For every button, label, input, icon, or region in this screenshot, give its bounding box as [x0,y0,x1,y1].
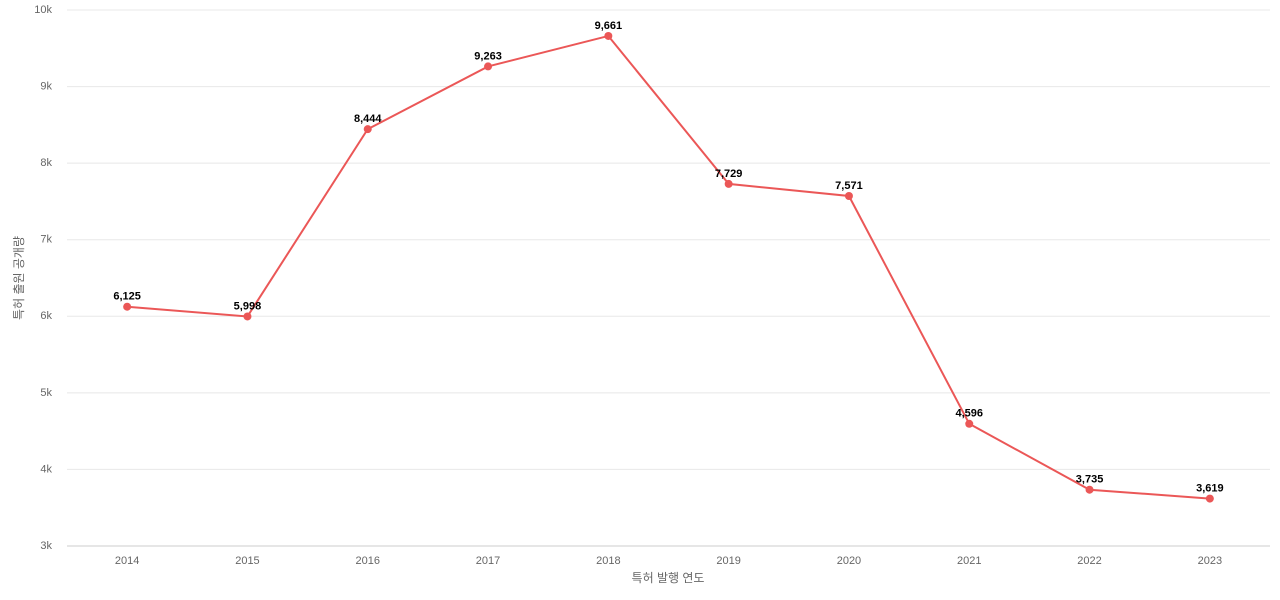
line [127,34,1210,500]
y-axis-label: 특허 출원 공개량 [12,236,26,320]
value-label: 5,998 [234,300,262,312]
y-tick-label: 6k [40,310,52,322]
x-tick-label: 2023 [1198,555,1222,567]
x-axis-label: 특허 발행 연도 [632,570,705,585]
y-tick-label: 10k [34,4,52,16]
x-tick-label: 2019 [716,555,740,567]
x-tick-label: 2017 [476,555,500,567]
x-tick-label: 2022 [1077,555,1101,567]
value-label: 3,619 [1196,483,1224,495]
point [724,179,733,188]
y-tick-label: 8k [40,157,52,169]
value-label: 6,125 [113,291,141,303]
point [363,125,372,134]
x-tick-label: 2020 [837,555,861,567]
y-tick-label: 4k [40,463,52,475]
x-tick-label: 2015 [235,555,259,567]
value-label: 9,263 [474,50,502,62]
point [1085,485,1094,494]
point [243,312,252,321]
y-tick-label: 3k [40,540,52,552]
x-tick-label: 2018 [596,555,620,567]
y-tick-label: 5k [40,387,52,399]
point [484,62,493,71]
x-tick-label: 2016 [356,555,380,567]
x-tick-label: 2021 [957,555,981,567]
y-tick-label: 9k [40,80,52,92]
x-tick-label: 2014 [115,555,139,567]
value-label: 8,444 [354,113,382,125]
value-label: 3,735 [1076,474,1104,486]
point [604,31,613,40]
point [123,302,132,311]
value-label: 7,729 [715,168,743,180]
point [965,419,974,428]
value-label: 7,571 [835,180,863,192]
point [1205,494,1214,503]
point [844,191,853,200]
value-label: 4,596 [955,408,983,420]
value-label: 9,661 [595,20,623,32]
y-tick-label: 7k [40,234,52,246]
